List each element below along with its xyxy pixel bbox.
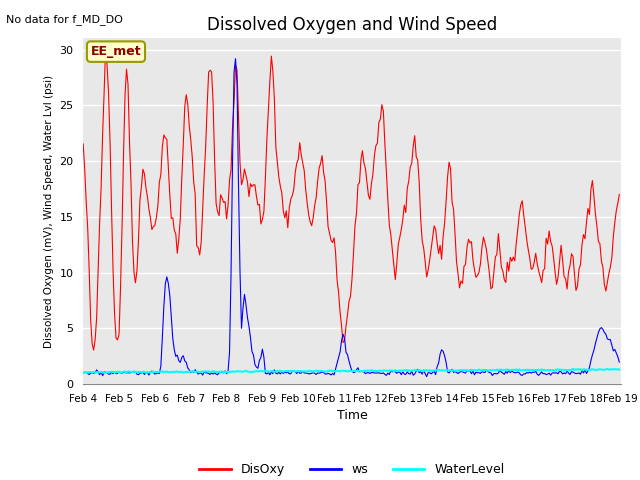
Y-axis label: Dissolved Oxygen (mV), Wind Speed, Water Lvl (psi): Dissolved Oxygen (mV), Wind Speed, Water…: [44, 74, 54, 348]
Text: EE_met: EE_met: [91, 45, 141, 58]
Text: No data for f_MD_DO: No data for f_MD_DO: [6, 14, 124, 25]
X-axis label: Time: Time: [337, 409, 367, 422]
Title: Dissolved Oxygen and Wind Speed: Dissolved Oxygen and Wind Speed: [207, 16, 497, 34]
Legend: DisOxy, ws, WaterLevel: DisOxy, ws, WaterLevel: [195, 458, 509, 480]
